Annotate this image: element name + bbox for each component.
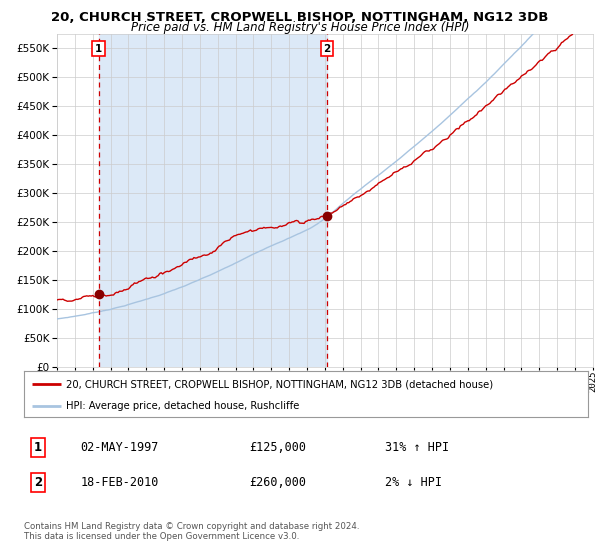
Text: Contains HM Land Registry data © Crown copyright and database right 2024.
This d: Contains HM Land Registry data © Crown c… — [24, 522, 359, 542]
Text: 20, CHURCH STREET, CROPWELL BISHOP, NOTTINGHAM, NG12 3DB: 20, CHURCH STREET, CROPWELL BISHOP, NOTT… — [52, 11, 548, 24]
Text: £125,000: £125,000 — [250, 441, 307, 454]
Text: Price paid vs. HM Land Registry's House Price Index (HPI): Price paid vs. HM Land Registry's House … — [131, 21, 469, 34]
Text: £260,000: £260,000 — [250, 476, 307, 489]
Text: 1: 1 — [34, 441, 42, 454]
Bar — [98, 34, 327, 367]
Text: HPI: Average price, detached house, Rushcliffe: HPI: Average price, detached house, Rush… — [66, 401, 299, 410]
Text: 2: 2 — [323, 44, 331, 54]
Text: 02-MAY-1997: 02-MAY-1997 — [80, 441, 159, 454]
Text: 2: 2 — [34, 476, 42, 489]
Text: 31% ↑ HPI: 31% ↑ HPI — [385, 441, 449, 454]
Text: 2% ↓ HPI: 2% ↓ HPI — [385, 476, 442, 489]
Text: 20, CHURCH STREET, CROPWELL BISHOP, NOTTINGHAM, NG12 3DB (detached house): 20, CHURCH STREET, CROPWELL BISHOP, NOTT… — [66, 379, 493, 389]
Text: 18-FEB-2010: 18-FEB-2010 — [80, 476, 159, 489]
Text: 1: 1 — [95, 44, 102, 54]
